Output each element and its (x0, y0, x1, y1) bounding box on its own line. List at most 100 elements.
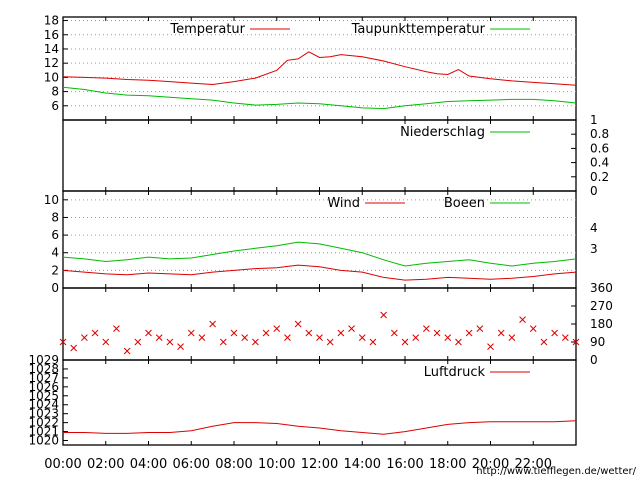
y-tick-label: 8 (51, 210, 59, 224)
y-tick-label: 1022 (28, 416, 59, 430)
y-tick-label: 16 (44, 28, 59, 42)
direction-point (529, 325, 537, 332)
direction-point (358, 334, 366, 341)
direction-point (123, 347, 131, 355)
direction-point (209, 320, 216, 328)
y-tick-label: 1025 (28, 389, 59, 403)
y-tick-label-right: 0.4 (590, 156, 609, 170)
y-tick-label-right: 1 (590, 113, 598, 127)
direction-point (305, 329, 313, 337)
direction-point (455, 338, 462, 346)
y-tick-label-right: 0 (590, 353, 598, 367)
direction-point (572, 338, 580, 346)
y-tick-label: 14 (44, 42, 59, 56)
legend-label: Temperatur (169, 22, 245, 37)
y-tick-label: 8 (51, 85, 59, 99)
y-tick-label-right: 360 (590, 281, 613, 295)
direction-point (412, 334, 420, 341)
y-tick-label: 4 (51, 246, 59, 260)
legend-label: Niederschlag (400, 125, 485, 140)
direction-point (273, 325, 281, 332)
y-tick-label: 1023 (28, 407, 59, 421)
direction-point (262, 329, 270, 337)
x-tick-label: 14:00 (344, 457, 381, 472)
direction-point (284, 334, 291, 341)
direction-point (252, 338, 259, 346)
y-tick-label-right: 270 (590, 299, 613, 313)
x-tick-label: 04:00 (130, 457, 167, 472)
panel-frame (62, 16, 577, 121)
direction-point (230, 329, 238, 337)
panel-3: 0 90 180 270 360 (59, 281, 613, 367)
y-tick-label: 1024 (28, 398, 59, 412)
direction-point (326, 338, 334, 346)
direction-point (59, 338, 67, 346)
y-tick-label: 2 (51, 263, 59, 277)
series-line-temperatur (62, 51, 577, 86)
direction-point (241, 334, 249, 341)
direction-point (134, 338, 142, 346)
y-tick-label: 1028 (28, 362, 59, 376)
panel-frame (62, 287, 577, 361)
direction-point (369, 338, 377, 346)
legend-label: Boeen (444, 196, 485, 211)
panel-1: 00.20.40.60.81 Niederschlag (62, 113, 609, 198)
y-tick-label-right: 180 (590, 317, 613, 331)
y-tick-label: 1021 (28, 425, 59, 439)
x-tick-label: 02:00 (87, 457, 124, 472)
y-tick-label-right: 4 (590, 221, 598, 235)
y-tick-label: 1027 (28, 371, 59, 385)
y-tick-label: 18 (44, 14, 59, 28)
x-tick-label: 08:00 (215, 457, 252, 472)
direction-point (401, 338, 409, 346)
direction-point (166, 338, 174, 346)
series-line-boeen (62, 241, 577, 267)
direction-point (91, 329, 99, 337)
y-tick-label: 1029 (28, 353, 59, 367)
direction-point (177, 343, 184, 350)
x-tick-label: 12:00 (301, 457, 338, 472)
direction-point (70, 344, 78, 352)
legend-label: Taupunkttemperatur (351, 22, 486, 37)
direction-point (540, 338, 548, 346)
y-tick-label-right: 0.2 (590, 170, 609, 184)
series-line-wind (62, 264, 577, 281)
direction-point (465, 329, 473, 337)
direction-point (219, 338, 227, 346)
y-tick-label-right: 3 (590, 242, 598, 256)
panel-2: 0 2 4 6 8 10 4 3 Wind Boeen (44, 190, 598, 295)
direction-point (348, 325, 355, 332)
y-tick-label: 12 (44, 56, 59, 70)
direction-point (145, 329, 152, 337)
panel-frame (62, 119, 577, 192)
x-tick-label: 06:00 (173, 457, 210, 472)
direction-point (476, 325, 484, 332)
legend-label: Luftdruck (424, 365, 486, 380)
legend-label: Wind (327, 196, 360, 211)
direction-point (102, 338, 110, 346)
y-tick-label-right: 0.8 (590, 127, 609, 141)
direction-point (187, 329, 195, 337)
y-tick-label: 1020 (28, 434, 59, 448)
direction-point (444, 334, 452, 341)
direction-point (113, 325, 120, 332)
direction-point (337, 329, 345, 337)
y-tick-label: 10 (44, 193, 59, 207)
x-tick-label: 22:00 (515, 457, 552, 472)
direction-point (81, 334, 88, 341)
direction-point (198, 334, 206, 341)
x-tick-label: 18:00 (429, 457, 466, 472)
panel-4: 1020102110221023102410251026102710281029… (28, 353, 577, 448)
direction-point (380, 311, 387, 319)
direction-point (423, 325, 430, 332)
direction-point (155, 334, 163, 341)
direction-point (487, 343, 494, 350)
direction-point (508, 334, 516, 341)
x-tick-label: 20:00 (472, 457, 509, 472)
y-tick-label: 0 (51, 281, 59, 295)
y-tick-label: 6 (51, 228, 59, 242)
series-line-taupunkttemperatur (62, 86, 577, 110)
y-tick-label-right: 0 (590, 184, 598, 198)
